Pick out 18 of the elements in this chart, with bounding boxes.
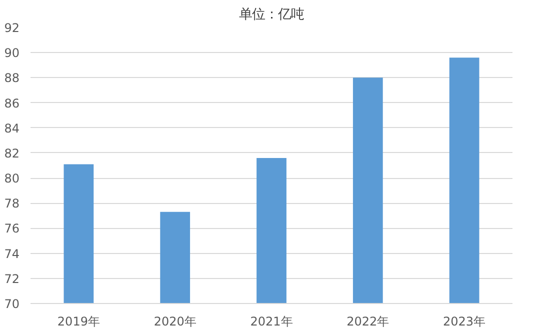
y-tick-label: 84 (4, 121, 20, 136)
y-tick-label: 70 (4, 297, 20, 311)
y-tick-label: 92 (4, 21, 20, 35)
x-tick-label: 2022年 (346, 314, 390, 328)
y-tick-label: 74 (4, 246, 20, 261)
y-tick-label: 88 (4, 71, 20, 86)
x-tick-label: 2020年 (154, 314, 196, 328)
x-tick-label: 2021年 (250, 314, 293, 328)
y-tick-label: 72 (4, 272, 20, 286)
y-tick-label: 78 (4, 196, 20, 211)
y-tick-label: 86 (4, 96, 20, 110)
x-tick-label: 2019年 (57, 314, 100, 328)
x-tick-label: 2023年 (443, 314, 486, 328)
y-tick-label: 90 (4, 46, 20, 60)
y-tick-label: 80 (4, 172, 20, 186)
chart-title: 单位：亿吨 (239, 8, 304, 22)
y-tick-label: 82 (4, 146, 20, 160)
y-tick-label: 76 (4, 222, 20, 236)
